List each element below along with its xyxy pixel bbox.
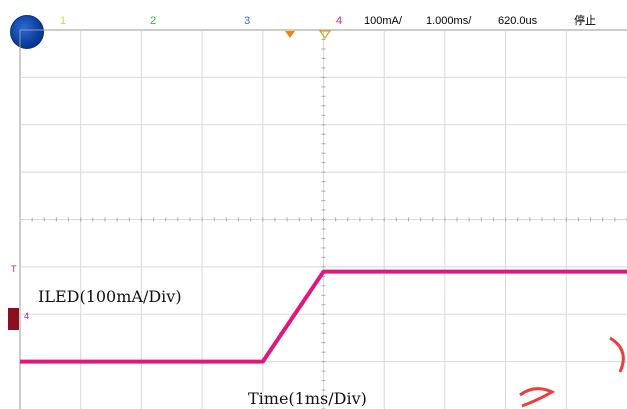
channel-3-indicator[interactable]: 3	[244, 15, 251, 27]
vertical-scale-readout: 100mA/	[364, 15, 402, 27]
trigger-delay-readout: 620.0us	[498, 15, 538, 27]
channel-logo-icon[interactable]	[10, 15, 44, 49]
trigger-position-marker-icon[interactable]	[285, 31, 295, 38]
series-line-iled	[20, 269, 627, 364]
channel-4-ground-label: 4	[24, 311, 30, 321]
timebase-readout: 1.000ms/	[426, 15, 472, 27]
channel-2-indicator[interactable]: 2	[150, 15, 157, 27]
scope-status-bar: 1 2 3 4 100mA/ 1.000ms/ 620.0us 停止	[0, 0, 627, 49]
trigger-level-marker-icon[interactable]: T	[11, 264, 17, 274]
graticule-ticks	[19, 29, 627, 409]
channel-1-indicator[interactable]: 1	[60, 15, 67, 27]
time-reference-marker-icon	[318, 30, 332, 40]
watermark-icon	[519, 336, 625, 408]
run-stop-status[interactable]: 停止	[574, 15, 596, 27]
signal-annotation: ILED(100mA/Div)	[38, 287, 182, 306]
channel-4-indicator[interactable]: 4	[336, 15, 343, 27]
channel-4-ground-marker-icon[interactable]	[8, 308, 19, 330]
time-annotation: Time(1ms/Div)	[248, 389, 367, 408]
